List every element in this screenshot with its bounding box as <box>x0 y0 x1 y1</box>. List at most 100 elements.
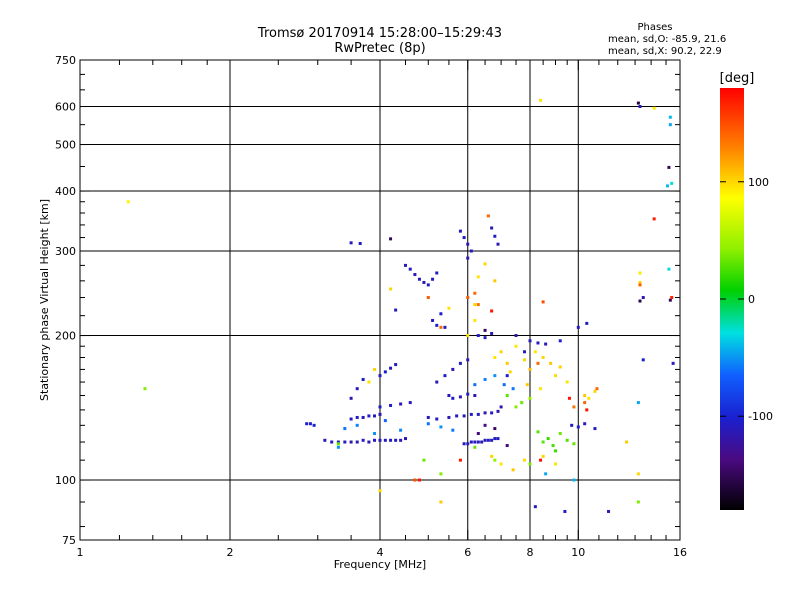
data-point <box>483 262 487 266</box>
data-point <box>408 401 412 405</box>
data-point <box>451 396 455 400</box>
data-point <box>476 303 480 307</box>
chart-subtitle: RwPretec (8p) <box>334 41 426 56</box>
data-point <box>541 300 545 304</box>
data-point <box>417 478 421 482</box>
data-point <box>476 412 480 416</box>
data-point <box>466 392 470 396</box>
data-point <box>394 308 398 312</box>
x-tick-label: 1 <box>77 546 84 559</box>
data-point <box>585 408 589 412</box>
data-point <box>583 422 587 426</box>
data-point <box>496 242 500 246</box>
data-point <box>367 414 371 418</box>
data-point <box>413 273 417 277</box>
data-point <box>458 458 462 462</box>
data-point <box>587 396 591 400</box>
data-point <box>458 395 462 399</box>
data-point <box>361 438 365 442</box>
x-tick-label: 2 <box>227 546 234 559</box>
data-point <box>496 437 500 441</box>
data-point <box>483 411 487 415</box>
data-point <box>553 374 557 378</box>
data-point <box>426 415 430 419</box>
data-point <box>308 422 312 426</box>
data-point <box>502 383 506 387</box>
data-point <box>389 237 393 241</box>
data-point <box>336 440 340 444</box>
data-point <box>349 241 353 245</box>
data-point <box>389 287 393 291</box>
data-point <box>549 361 553 365</box>
data-point <box>528 339 532 343</box>
colorbar-tick-label: -100 <box>748 410 773 423</box>
data-point <box>367 440 371 444</box>
data-point <box>466 256 470 260</box>
axis-ticks <box>79 59 681 541</box>
data-point <box>641 358 645 362</box>
data-point <box>443 374 447 378</box>
data-point <box>383 370 387 374</box>
data-point <box>665 184 669 188</box>
data-point <box>476 432 480 436</box>
x-tick-label: 4 <box>377 546 384 559</box>
data-point <box>394 363 398 367</box>
data-point <box>466 296 470 300</box>
data-point <box>572 405 576 409</box>
data-point <box>355 415 359 419</box>
data-point <box>458 361 462 365</box>
data-point <box>539 458 543 462</box>
data-point <box>462 442 466 446</box>
data-point <box>476 440 480 444</box>
data-point <box>668 115 672 119</box>
data-point <box>499 462 503 466</box>
data-point <box>541 440 545 444</box>
data-point <box>439 500 443 504</box>
data-point <box>508 370 512 374</box>
data-point <box>378 405 382 409</box>
data-point <box>399 428 403 432</box>
data-point <box>525 383 529 387</box>
data-point <box>373 367 377 371</box>
data-point <box>593 427 597 431</box>
data-point <box>422 280 426 284</box>
data-point <box>490 454 494 458</box>
y-axis-label: Stationary phase Virtual Height [km] <box>38 199 51 401</box>
data-point <box>383 419 387 423</box>
data-point <box>553 449 557 453</box>
data-point <box>378 374 382 378</box>
y-tick-label: 200 <box>55 330 76 343</box>
data-point <box>636 101 640 105</box>
data-point <box>373 432 377 436</box>
data-point <box>565 438 569 442</box>
x-tick-label: 10 <box>571 546 585 559</box>
data-point <box>483 328 487 332</box>
data-point <box>343 440 347 444</box>
data-point <box>447 306 451 310</box>
data-point <box>473 318 477 322</box>
data-point <box>528 462 532 466</box>
data-point <box>493 374 497 378</box>
data-point <box>473 445 477 449</box>
data-point <box>667 267 671 271</box>
data-point <box>451 428 455 432</box>
data-point <box>466 334 470 338</box>
data-point <box>493 437 497 441</box>
data-point <box>671 361 675 365</box>
data-point <box>435 417 439 421</box>
phase-o-stats: mean, sd,O: -85.9, 21.6 <box>608 34 727 45</box>
data-point <box>383 438 387 442</box>
data-point <box>533 505 537 509</box>
data-point <box>389 366 393 370</box>
colorbar-tick-label: 0 <box>748 293 755 306</box>
data-point <box>480 440 484 444</box>
data-point <box>455 414 459 418</box>
data-point <box>349 396 353 400</box>
data-point <box>490 309 494 313</box>
data-point <box>558 339 562 343</box>
data-point <box>625 440 629 444</box>
data-point <box>439 325 443 329</box>
data-point <box>435 271 439 275</box>
data-point <box>305 422 309 426</box>
data-point <box>567 396 571 400</box>
